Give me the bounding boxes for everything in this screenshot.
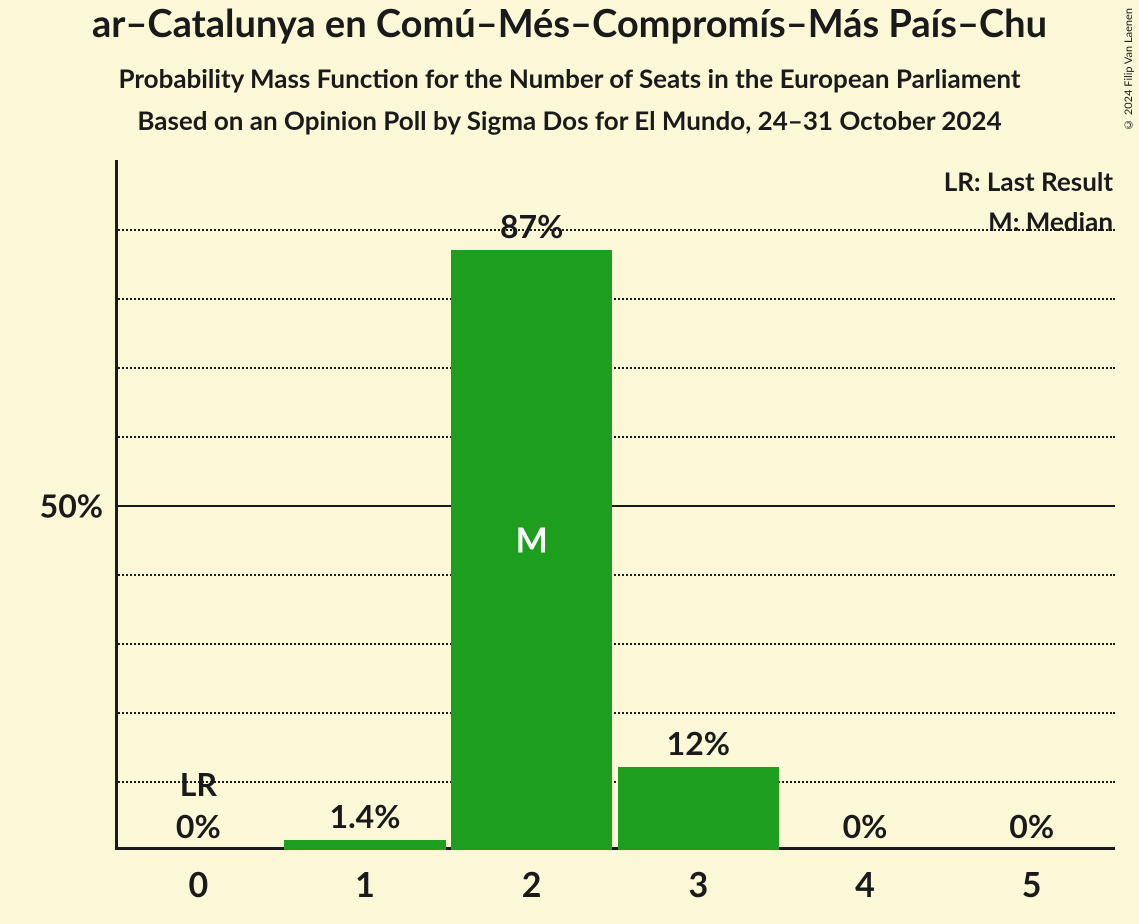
bar-value-0: 0%: [176, 806, 221, 845]
chart-subtitle-2: Based on an Opinion Poll by Sigma Dos fo…: [0, 104, 1139, 136]
gridline-minor: [115, 712, 1115, 714]
bar-value-4: 0%: [843, 806, 888, 845]
gridline-major: [115, 505, 1115, 507]
x-axis: [115, 847, 1115, 850]
bar-1: [284, 840, 446, 850]
median-marker: M: [516, 520, 548, 561]
x-tick-2: 2: [522, 864, 542, 905]
gridline-minor: [115, 574, 1115, 576]
x-tick-5: 5: [1022, 864, 1042, 905]
bar-value-2: 87%: [500, 206, 563, 245]
chart-subtitle-1: Probability Mass Function for the Number…: [0, 62, 1139, 94]
gridline-minor: [115, 367, 1115, 369]
x-tick-1: 1: [355, 864, 375, 905]
gridline-minor: [115, 643, 1115, 645]
chart-container: ar–Catalunya en Comú–Més–Compromís–Más P…: [0, 0, 1139, 924]
x-tick-0: 0: [188, 864, 208, 905]
chart-title: ar–Catalunya en Comú–Més–Compromís–Más P…: [0, 0, 1139, 46]
plot-area: [115, 160, 1115, 850]
legend-m: M: Median: [988, 205, 1113, 237]
gridline-minor: [115, 436, 1115, 438]
bar-value-5: 0%: [1009, 806, 1054, 845]
gridline-minor: [115, 298, 1115, 300]
y-tick-50: 50%: [10, 486, 103, 525]
lr-marker: LR: [180, 764, 217, 803]
copyright-text: © 2024 Filip Van Laenen: [1122, 8, 1135, 131]
bar-value-1: 1.4%: [330, 796, 401, 835]
bar-3: [618, 767, 780, 850]
x-tick-3: 3: [688, 864, 708, 905]
x-tick-4: 4: [855, 864, 875, 905]
gridline-minor: [115, 229, 1115, 231]
gridline-minor: [115, 781, 1115, 783]
legend-lr: LR: Last Result: [944, 165, 1113, 197]
bar-value-3: 12%: [667, 723, 730, 762]
